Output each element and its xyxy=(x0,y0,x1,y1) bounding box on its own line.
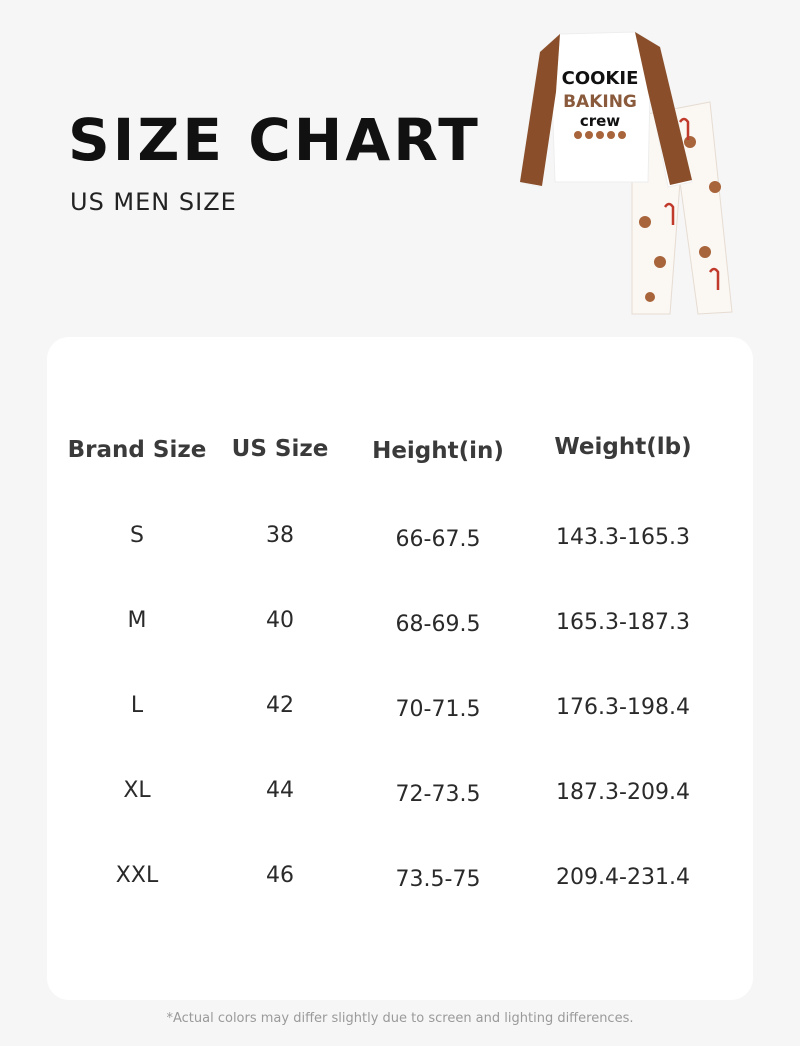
graphic-text-baking: BAKING xyxy=(563,92,637,112)
cell-us-size: 46 xyxy=(266,863,294,888)
cell-weight: 187.3-209.4 xyxy=(556,780,690,805)
cell-us-size: 40 xyxy=(266,608,294,633)
cell-height: 72-73.5 xyxy=(395,782,481,807)
cell-weight: 209.4-231.4 xyxy=(556,865,690,890)
cell-height: 73.5-75 xyxy=(395,867,481,892)
cell-height: 70-71.5 xyxy=(395,697,481,722)
cell-us-size: 44 xyxy=(266,778,294,803)
cell-height: 68-69.5 xyxy=(395,612,481,637)
cell-brand-size: XL xyxy=(123,778,151,803)
cell-us-size: 38 xyxy=(266,523,294,548)
cell-weight: 165.3-187.3 xyxy=(556,610,690,635)
graphic-text-crew: crew xyxy=(580,112,620,130)
page-title: SIZE CHART xyxy=(68,106,481,174)
size-table-card: Brand Size US Size Height(in) Weight(lb) S 38… xyxy=(47,337,753,1000)
cell-brand-size: M xyxy=(127,608,147,633)
cell-weight: 143.3-165.3 xyxy=(556,525,690,550)
column-header-brand-size: Brand Size xyxy=(67,437,207,463)
page-subtitle: US MEN SIZE xyxy=(70,188,237,216)
pajama-set-image: COOKIE BAKING crew xyxy=(520,31,733,315)
column-header-us-size: US Size xyxy=(231,436,329,462)
column-header-height: Height(in) xyxy=(372,438,504,464)
footnote: *Actual colors may differ slightly due t… xyxy=(166,1011,634,1026)
graphic-text-cookie: COOKIE xyxy=(562,68,639,89)
cell-height: 66-67.5 xyxy=(395,527,481,552)
cell-brand-size: L xyxy=(130,693,144,718)
column-header-weight: Weight(lb) xyxy=(554,434,692,460)
cell-brand-size: XXL xyxy=(115,863,159,888)
cell-weight: 176.3-198.4 xyxy=(556,695,690,720)
cell-brand-size: S xyxy=(130,523,144,548)
cell-us-size: 42 xyxy=(266,693,294,718)
